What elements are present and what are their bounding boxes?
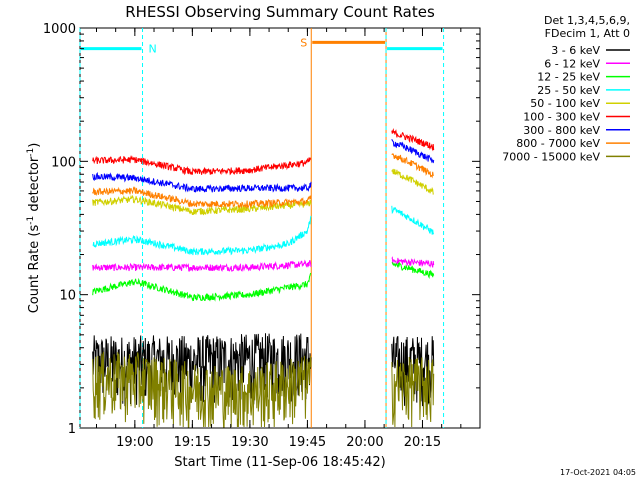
- series-line: [391, 261, 435, 279]
- legend-header-2: FDecim 1, Att 0: [545, 27, 630, 40]
- y-axis-label-mid: detector: [27, 156, 42, 216]
- legend-label: 50 - 100 keV: [530, 97, 600, 110]
- series-line: [92, 333, 312, 407]
- legend-label: 100 - 300 keV: [523, 111, 600, 124]
- series-line: [92, 215, 312, 256]
- series-line: [92, 194, 312, 216]
- chart-title: RHESSI Observing Summary Count Rates: [125, 3, 435, 21]
- x-tick-label: 19:15: [174, 435, 211, 450]
- series-line: [92, 154, 312, 176]
- y-axis-label-sup1: -1: [26, 216, 36, 225]
- y-tick-label: 1000: [43, 22, 76, 37]
- x-tick-label: 19:45: [289, 435, 326, 450]
- series-layer: [92, 128, 435, 428]
- night-marker-label: N: [149, 43, 157, 56]
- legend-label: 3 - 6 keV: [551, 44, 600, 57]
- series-line: [391, 205, 435, 235]
- legend-label: 25 - 50 keV: [537, 84, 600, 97]
- series-line: [391, 153, 435, 179]
- series-line: [391, 256, 435, 268]
- legend-label: 12 - 25 keV: [537, 71, 600, 84]
- footer-timestamp: 17-Oct-2021 04:05: [560, 468, 636, 477]
- x-axis-label: Start Time (11-Sep-06 18:45:42): [174, 455, 385, 470]
- legend-label: 7000 - 15000 keV: [502, 150, 600, 163]
- y-tick-label: 100: [51, 155, 76, 170]
- x-tick-label: 20:00: [346, 435, 383, 450]
- series-line: [391, 128, 435, 152]
- series-line: [391, 168, 434, 195]
- y-tick-label: 1: [68, 422, 76, 437]
- series-line: [92, 351, 312, 428]
- y-tick-label: 10: [59, 289, 76, 304]
- y-axis-label-main: Count Rate (s: [27, 225, 42, 314]
- legend-label: 6 - 12 keV: [544, 57, 600, 70]
- legend-label: 800 - 7000 keV: [516, 137, 600, 150]
- x-tick-label: 19:30: [231, 435, 268, 450]
- series-line: [391, 356, 435, 428]
- y-axis-label: Count Rate (s-1 detector-1): [26, 143, 42, 314]
- y-axis-label-end: ): [27, 143, 42, 148]
- legend: Det 1,3,4,5,6,9, FDecim 1, Att 0 3 - 6 k…: [502, 14, 630, 163]
- series-line: [92, 259, 312, 272]
- series-line: [92, 186, 312, 210]
- x-tick-label: 19:00: [116, 435, 153, 450]
- series-line: [92, 272, 312, 302]
- legend-header-1: Det 1,3,4,5,6,9,: [544, 14, 630, 27]
- series-line: [391, 139, 435, 164]
- x-axis: 19:00 19:15 19:30 19:45 20:00 20:15: [95, 28, 481, 450]
- y-axis: 1 10 100 1000: [43, 22, 480, 437]
- legend-label: 300 - 800 keV: [523, 124, 600, 137]
- series-line: [92, 171, 312, 193]
- y-axis-label-sup2: -1: [26, 148, 36, 157]
- x-tick-label: 20:15: [404, 435, 441, 450]
- saa-marker-label: S: [300, 36, 307, 49]
